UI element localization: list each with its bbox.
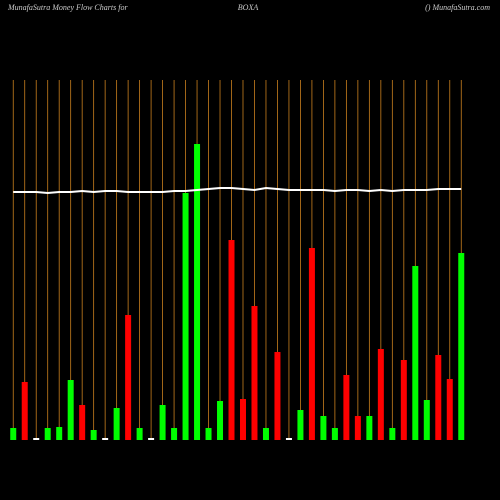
bar xyxy=(67,380,74,440)
bar xyxy=(79,405,86,440)
bar xyxy=(274,352,281,440)
bar xyxy=(354,416,361,440)
bar xyxy=(389,428,396,440)
bar xyxy=(125,315,132,440)
bar xyxy=(10,428,17,440)
bar xyxy=(343,375,350,440)
bar xyxy=(44,428,51,440)
bar xyxy=(136,428,143,440)
chart-title: MunafaSutra Money Flow Charts for xyxy=(7,3,128,12)
bar xyxy=(217,401,224,440)
bar xyxy=(412,266,419,440)
bar xyxy=(21,382,28,440)
bar xyxy=(171,428,178,440)
bar xyxy=(458,253,465,440)
bar xyxy=(148,438,155,440)
bar xyxy=(56,427,63,440)
bar xyxy=(239,399,246,440)
bar xyxy=(262,428,269,440)
bar xyxy=(446,379,453,440)
chart-subtitle: BOXA xyxy=(238,3,259,12)
bar xyxy=(308,248,315,440)
bar xyxy=(205,428,212,440)
bar xyxy=(251,306,258,440)
bar xyxy=(102,438,109,440)
bar xyxy=(400,360,407,440)
bar xyxy=(33,438,40,440)
bar xyxy=(435,355,442,440)
bar xyxy=(366,416,373,440)
source: () MunafaSutra.com xyxy=(425,3,490,12)
bar xyxy=(113,408,120,440)
bar xyxy=(228,240,235,440)
bar xyxy=(285,438,292,440)
bar xyxy=(159,405,166,440)
bar xyxy=(320,416,327,440)
line xyxy=(13,186,462,195)
bar xyxy=(377,349,384,440)
bar xyxy=(194,144,201,440)
bar xyxy=(331,428,338,440)
bar xyxy=(90,430,97,440)
bar xyxy=(182,193,189,440)
bar xyxy=(297,410,304,440)
bar xyxy=(423,400,430,440)
